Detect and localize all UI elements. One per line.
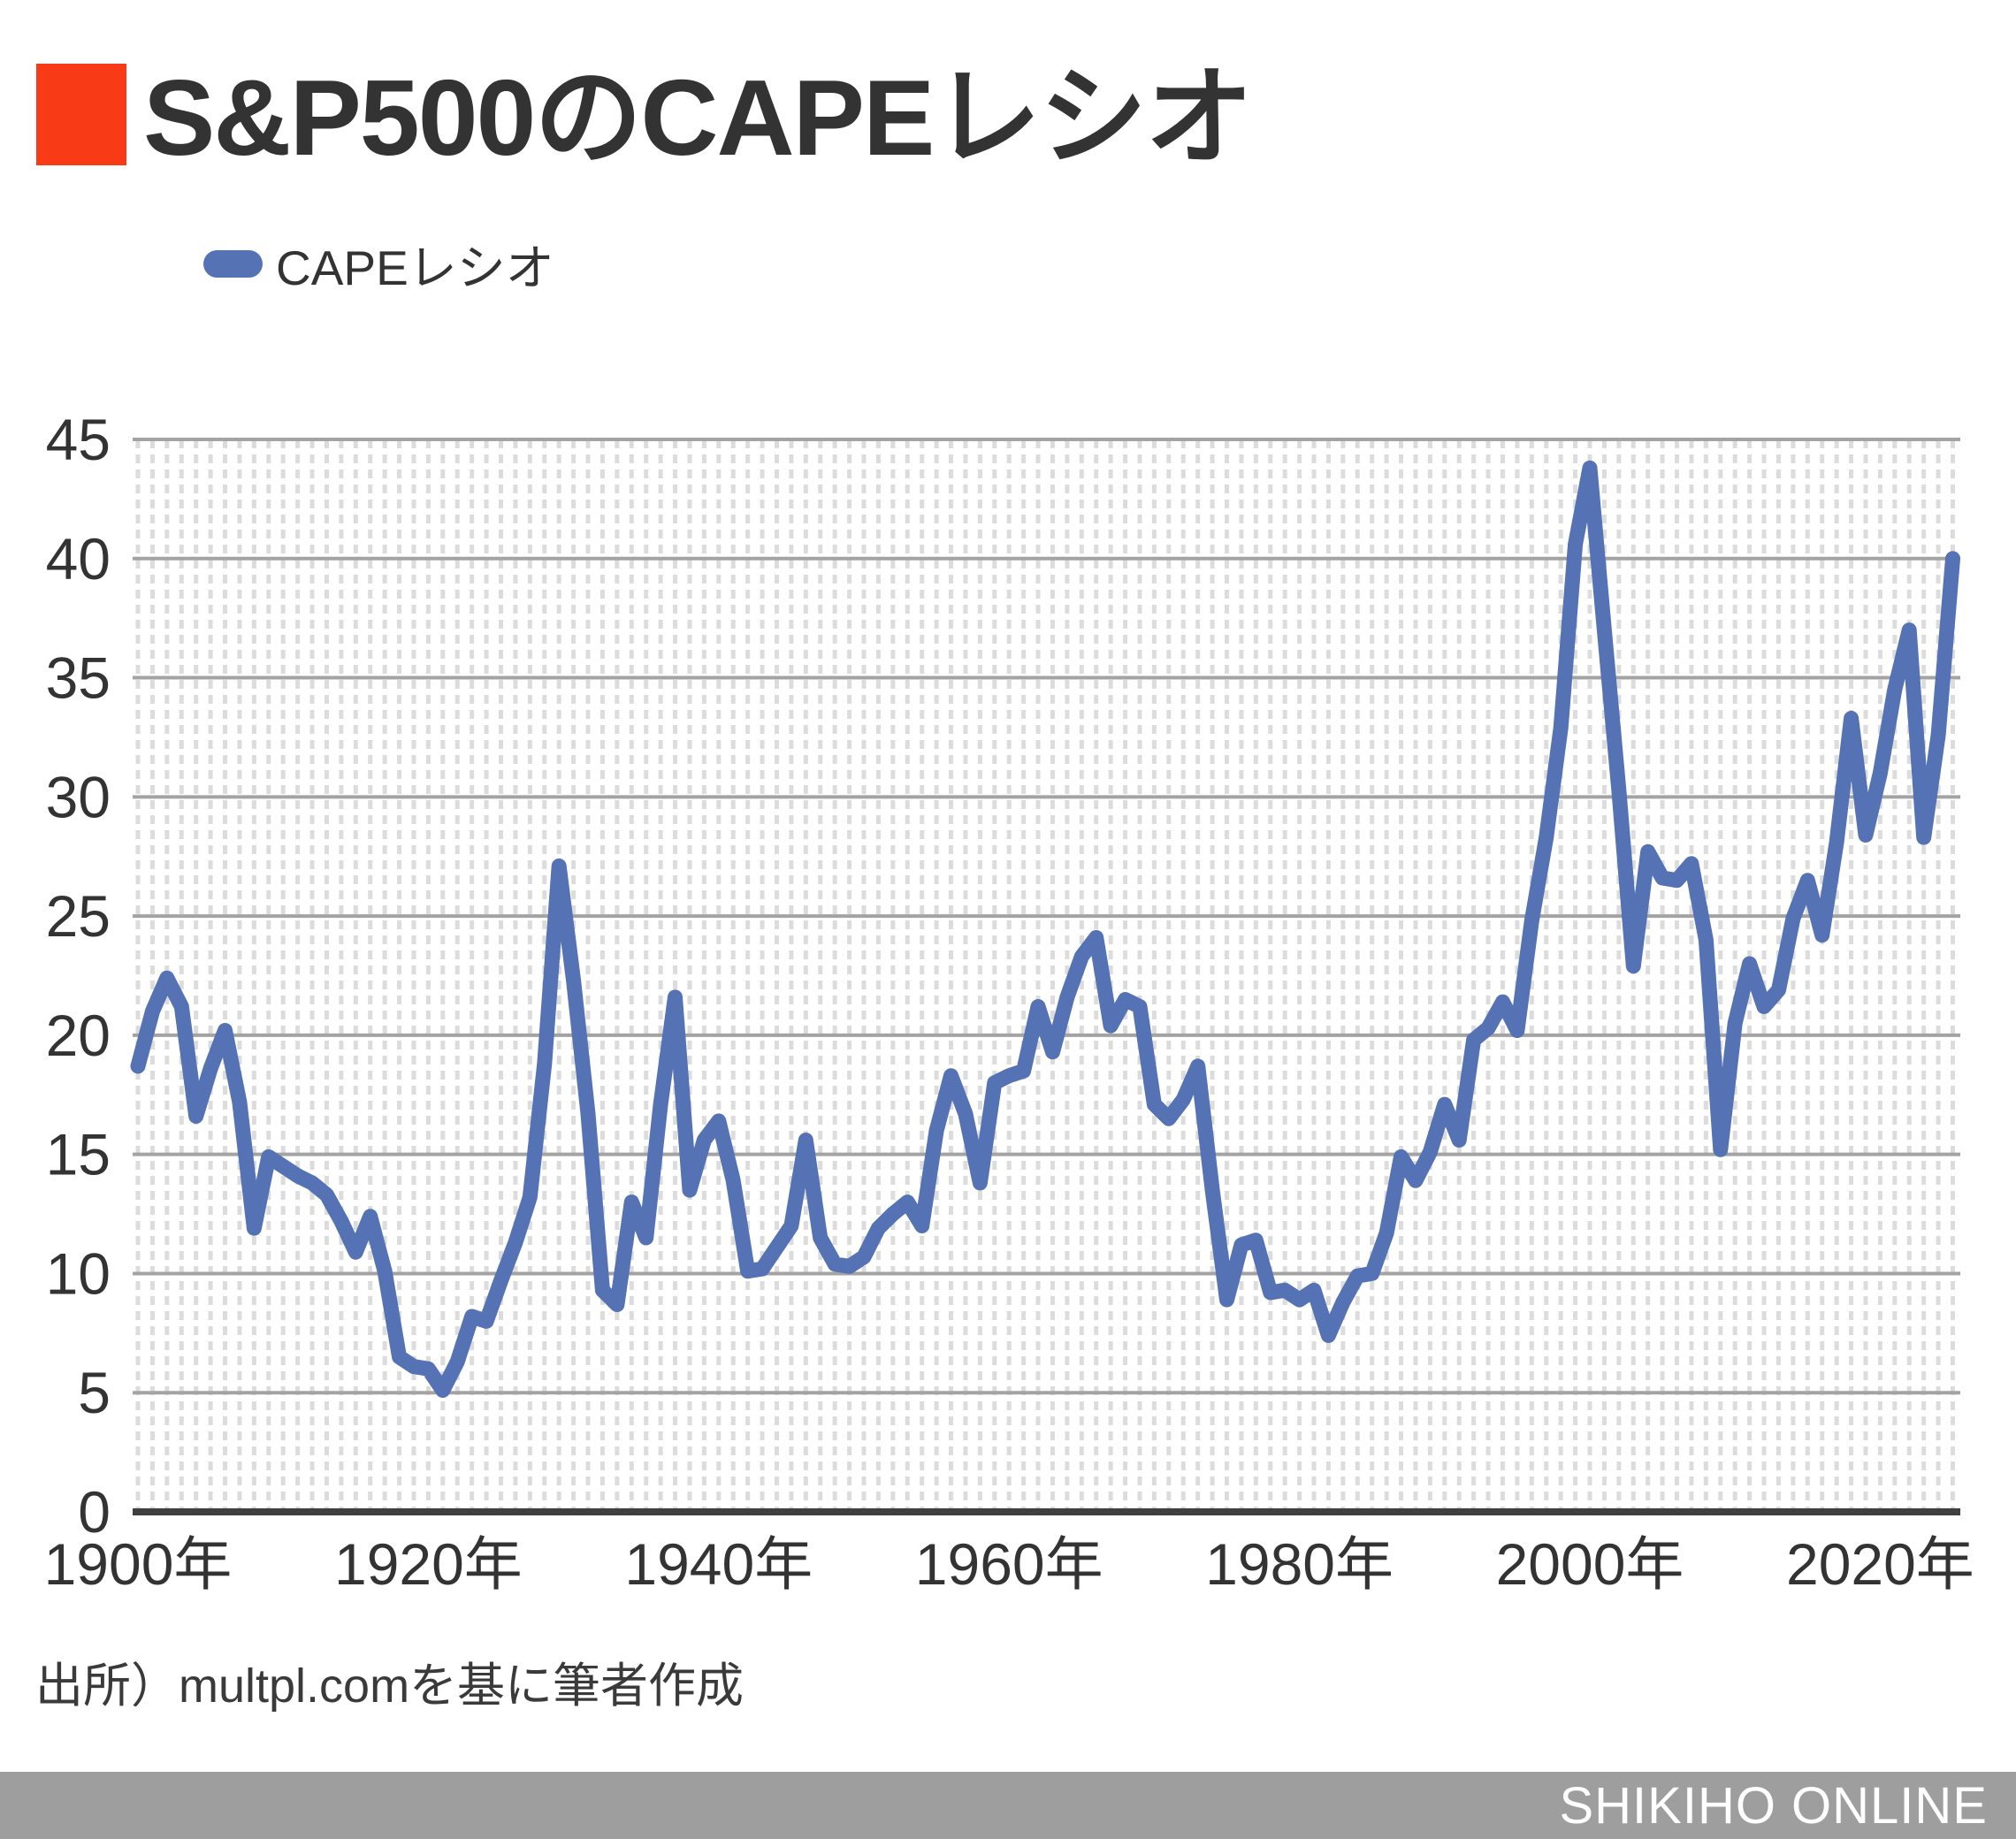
y-tick-label: 35 xyxy=(46,645,111,711)
legend-label: CAPEレシオ xyxy=(276,240,554,295)
x-tick-label: 1980年 xyxy=(1205,1531,1394,1597)
x-tick-label: 1920年 xyxy=(334,1531,523,1597)
figure-title: S&P500のCAPEレシオ xyxy=(143,57,1253,178)
y-tick-label: 20 xyxy=(46,1003,111,1068)
footer-brand: SHIKIHO ONLINE xyxy=(1559,1776,1988,1835)
y-tick-label: 40 xyxy=(46,526,111,591)
y-tick-label: 0 xyxy=(78,1479,111,1545)
title-accent-square xyxy=(36,64,126,165)
y-tick-label: 45 xyxy=(46,407,111,472)
x-tick-label: 1940年 xyxy=(624,1531,813,1597)
y-tick-label: 25 xyxy=(46,883,111,949)
y-tick-label: 30 xyxy=(46,764,111,829)
footer-bar: SHIKIHO ONLINE xyxy=(0,1772,2016,1839)
x-tick-label: 1900年 xyxy=(44,1531,233,1597)
source-note: 出所）multpl.comを基に筆者作成 xyxy=(35,1660,745,1713)
legend: CAPEレシオ xyxy=(203,237,554,295)
y-tick-label: 10 xyxy=(46,1240,111,1306)
x-tick-label: 2000年 xyxy=(1496,1531,1684,1597)
y-tick-label: 5 xyxy=(78,1360,111,1425)
y-tick-label: 15 xyxy=(46,1122,111,1187)
x-tick-label: 1960年 xyxy=(915,1531,1103,1597)
cape-ratio-series-line xyxy=(130,460,1960,1398)
legend-swatch-cape-line xyxy=(203,249,263,278)
x-tick-label: 2020年 xyxy=(1786,1531,1974,1597)
